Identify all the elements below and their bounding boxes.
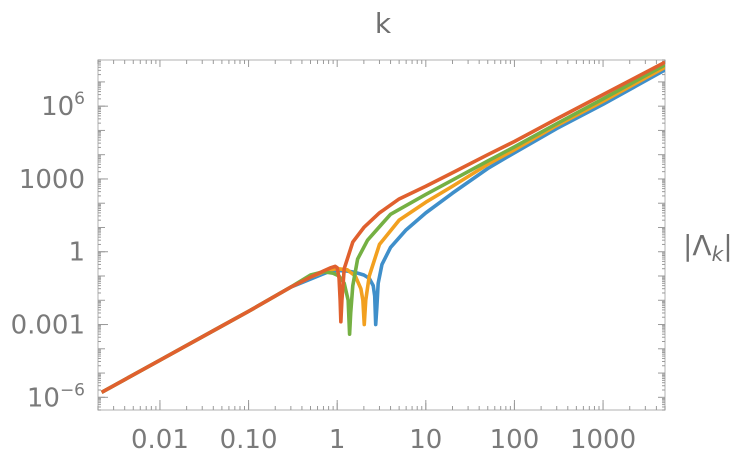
series-line-4 [100, 60, 665, 394]
y-axis-ticks [98, 59, 665, 411]
y-axis-label: |Λk| [683, 229, 733, 266]
x-tick-label: 10 [409, 425, 442, 455]
x-axis-tick-labels: 0.01 0.10 1 10 100 1000 [131, 425, 636, 455]
series-group [100, 60, 665, 394]
y-tick-label: 1 [68, 238, 85, 268]
y-axis-label-text: |Λk| [683, 229, 733, 266]
x-axis-ticks [97, 60, 666, 410]
chart-title: k [375, 7, 392, 40]
x-tick-label: 1 [329, 425, 346, 455]
x-tick-label: 1000 [570, 425, 636, 455]
y-axis-tick-labels: 10−6 0.001 1 1000 106 [11, 89, 85, 413]
x-tick-label: 0.01 [131, 425, 189, 455]
y-tick-label: 0.001 [11, 311, 85, 341]
y-tick-label: 10−6 [27, 380, 85, 413]
y-tick-label: 1000 [19, 165, 85, 195]
y-tick-label: 106 [41, 89, 85, 122]
x-tick-label: 0.10 [220, 425, 278, 455]
x-tick-label: 100 [490, 425, 540, 455]
